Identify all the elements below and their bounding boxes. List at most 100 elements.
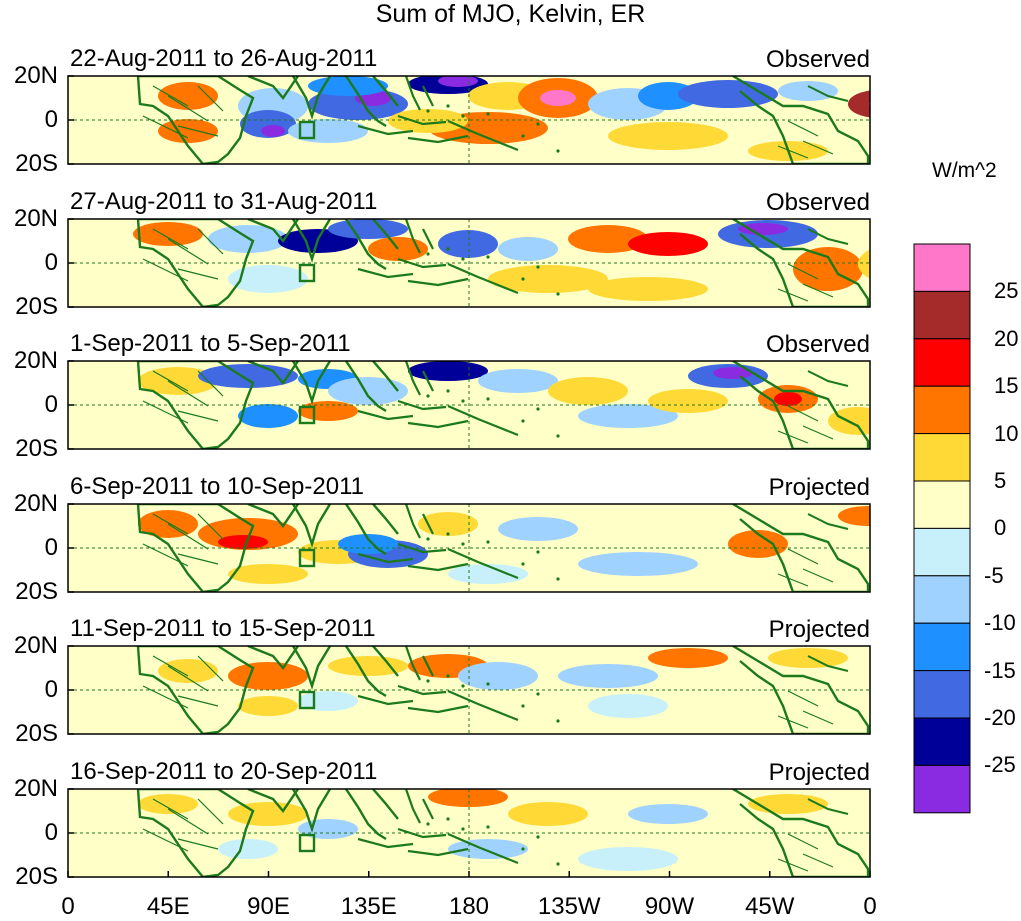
colorbar-swatch: [913, 764, 971, 814]
map-panel-1: [67, 75, 871, 165]
lon-tick-label: 90W: [644, 893, 695, 920]
lat-label: 20S: [15, 720, 58, 747]
anomaly-contour: [608, 122, 728, 150]
anomaly-contour: [458, 662, 538, 690]
anomaly-contour: [228, 564, 308, 584]
anomaly-contour: [869, 101, 870, 107]
anomaly-contour: [628, 804, 708, 824]
anomaly-contour: [858, 249, 870, 279]
anomaly-contour: [648, 648, 728, 668]
lat-label: 20N: [13, 632, 58, 659]
anomaly-contour: [588, 277, 708, 301]
anomaly-contour: [828, 407, 870, 435]
lat-label: 0: [44, 106, 58, 133]
colorbar-swatch: [913, 243, 971, 292]
lon-tick-label: 45E: [146, 893, 190, 920]
anomaly-contour: [133, 222, 203, 246]
colorbar-level-label: -15: [984, 657, 1016, 683]
panel-date-range: 27-Aug-2011 to 31-Aug-2011: [70, 188, 378, 215]
colorbar-swatch: [913, 717, 971, 766]
panel-date-range: 11-Sep-2011 to 15-Sep-2011: [70, 615, 376, 642]
figure-title: Sum of MJO, Kelvin, ER: [375, 0, 646, 28]
lat-label: 0: [44, 391, 58, 418]
anomaly-contour: [328, 219, 408, 239]
lat-label: 0: [44, 249, 58, 276]
lon-tick-label: 90E: [247, 893, 290, 920]
colorbar-level-label: 15: [994, 373, 1019, 399]
anomaly-contour: [428, 789, 508, 807]
anomaly-contour: [713, 367, 753, 379]
colorbar: [913, 243, 971, 814]
anomaly-contour: [793, 247, 863, 291]
lon-tick-label: 135E: [340, 893, 397, 920]
anomaly-contour: [508, 802, 588, 826]
lat-label: 20N: [13, 490, 58, 517]
lat-label: 20S: [15, 578, 58, 605]
colorbar-swatch: [913, 622, 971, 672]
panel-date-range: 1-Sep-2011 to 5-Sep-2011: [70, 330, 351, 357]
colorbar-level-label: -20: [984, 705, 1016, 730]
anomaly-contour: [298, 401, 358, 421]
colorbar-swatch: [913, 527, 971, 577]
anomaly-contour: [158, 82, 218, 110]
panel-type-label: Observed: [765, 189, 870, 216]
lat-label: 20N: [13, 62, 58, 89]
anomaly-contour: [328, 377, 408, 405]
anomaly-contour: [540, 90, 576, 106]
lon-tick-label: 45W: [745, 893, 795, 920]
colorbar-swatch: [913, 480, 971, 529]
anomaly-contour: [774, 392, 802, 406]
anomaly-contour: [408, 361, 488, 381]
anomaly-contour: [218, 839, 278, 859]
anomaly-contour: [448, 564, 528, 584]
anomaly-contour: [558, 664, 658, 688]
lon-tick-label: 180: [448, 893, 490, 920]
lat-label: 20S: [15, 863, 58, 890]
anomaly-contour: [878, 358, 918, 374]
colorbar-swatch: [913, 385, 971, 435]
panel-type-label: Projected: [768, 616, 870, 643]
anomaly-contour: [728, 530, 788, 558]
colorbar-units: W/m^2: [932, 159, 997, 182]
anomaly-contour: [438, 76, 478, 87]
lat-label: 0: [44, 534, 58, 561]
colorbar-swatch: [913, 338, 971, 387]
anomaly-contour: [778, 81, 838, 101]
anomaly-contour: [228, 802, 308, 826]
anomaly-contour: [238, 696, 298, 716]
lat-label: 0: [44, 676, 58, 703]
lat-label: 20N: [13, 205, 58, 232]
anomaly-contour: [628, 232, 708, 256]
colorbar-level-label: -5: [984, 562, 1004, 588]
anomaly-contour: [438, 230, 498, 258]
panel-type-label: Projected: [768, 474, 870, 501]
anomaly-contour: [418, 512, 478, 536]
panel-date-range: 6-Sep-2011 to 10-Sep-2011: [70, 473, 364, 500]
panel-date-range: 22-Aug-2011 to 26-Aug-2011: [70, 45, 378, 72]
anomaly-contour: [548, 377, 628, 405]
colorbar-level-label: 0: [994, 515, 1007, 541]
map-panel-4: [67, 503, 871, 593]
anomaly-contour: [478, 369, 558, 393]
anomaly-contour: [338, 534, 398, 554]
colorbar-level-label: 20: [994, 325, 1019, 351]
colorbar-level-label: -25: [984, 752, 1016, 778]
lat-label: 20S: [15, 293, 58, 320]
colorbar-swatch: [913, 575, 971, 624]
anomaly-contour: [228, 265, 308, 293]
anomaly-contour: [578, 552, 698, 576]
lon-tick-label: 0: [61, 893, 75, 920]
panel-type-label: Projected: [768, 759, 870, 786]
panel-type-label: Observed: [765, 331, 870, 358]
colorbar-swatch: [913, 433, 971, 482]
anomaly-contour: [328, 656, 408, 676]
colorbar-level-label: 10: [994, 420, 1019, 446]
anomaly-contour: [578, 404, 678, 428]
map-panel-5: [67, 645, 871, 735]
anomaly-contour: [498, 517, 578, 541]
anomaly-contour: [158, 659, 218, 683]
lat-label: 20N: [13, 775, 58, 802]
anomaly-contour: [578, 847, 678, 871]
anomaly-contour: [158, 119, 218, 143]
